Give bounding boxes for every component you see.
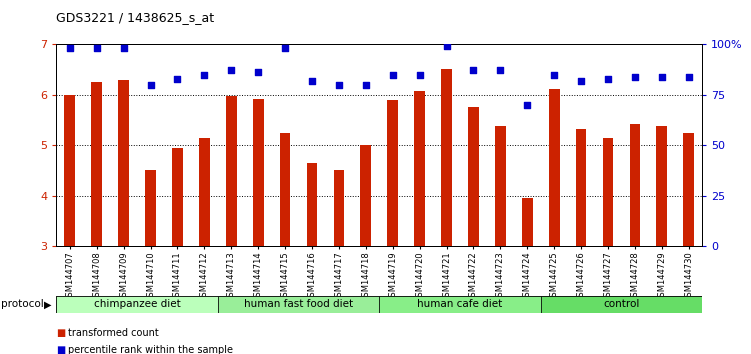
- Text: ■: ■: [56, 328, 65, 338]
- Point: [306, 78, 318, 84]
- Point: [575, 78, 587, 84]
- Bar: [226, 96, 237, 246]
- Text: control: control: [603, 299, 640, 309]
- Bar: [388, 100, 398, 246]
- Bar: [279, 132, 291, 246]
- Point: [198, 72, 210, 77]
- Bar: [549, 88, 559, 246]
- Bar: [218, 296, 379, 313]
- Bar: [468, 107, 479, 246]
- Bar: [441, 69, 452, 246]
- Point: [494, 68, 506, 73]
- Bar: [145, 170, 156, 246]
- Text: chimpanzee diet: chimpanzee diet: [94, 299, 180, 309]
- Bar: [683, 132, 694, 246]
- Bar: [522, 198, 532, 246]
- Bar: [379, 296, 541, 313]
- Point: [414, 72, 426, 77]
- Bar: [602, 138, 614, 246]
- Bar: [56, 296, 218, 313]
- Point: [602, 76, 614, 81]
- Point: [252, 70, 264, 75]
- Bar: [656, 126, 667, 246]
- Bar: [576, 129, 587, 246]
- Text: ▶: ▶: [44, 299, 51, 309]
- Point: [279, 45, 291, 51]
- Bar: [253, 99, 264, 246]
- Text: percentile rank within the sample: percentile rank within the sample: [68, 346, 233, 354]
- Bar: [118, 80, 129, 246]
- Point: [171, 76, 183, 81]
- Point: [144, 82, 156, 87]
- Bar: [92, 82, 102, 246]
- Bar: [306, 163, 318, 246]
- Bar: [541, 296, 702, 313]
- Text: human fast food diet: human fast food diet: [244, 299, 353, 309]
- Text: human cafe diet: human cafe diet: [418, 299, 502, 309]
- Point: [225, 68, 237, 73]
- Bar: [199, 138, 210, 246]
- Point: [683, 74, 695, 79]
- Bar: [360, 145, 371, 246]
- Bar: [65, 95, 75, 246]
- Text: transformed count: transformed count: [68, 328, 158, 338]
- Text: protocol: protocol: [1, 299, 44, 309]
- Bar: [495, 126, 505, 246]
- Bar: [333, 170, 344, 246]
- Text: GDS3221 / 1438625_s_at: GDS3221 / 1438625_s_at: [56, 11, 215, 24]
- Point: [118, 45, 130, 51]
- Text: ■: ■: [56, 346, 65, 354]
- Point: [387, 72, 399, 77]
- Point: [629, 74, 641, 79]
- Point: [441, 44, 453, 49]
- Bar: [415, 91, 425, 246]
- Bar: [172, 148, 182, 246]
- Point: [333, 82, 345, 87]
- Point: [521, 102, 533, 108]
- Point: [360, 82, 372, 87]
- Point: [656, 74, 668, 79]
- Point: [467, 68, 479, 73]
- Bar: [629, 124, 641, 246]
- Point: [64, 45, 76, 51]
- Point: [548, 72, 560, 77]
- Point: [91, 45, 103, 51]
